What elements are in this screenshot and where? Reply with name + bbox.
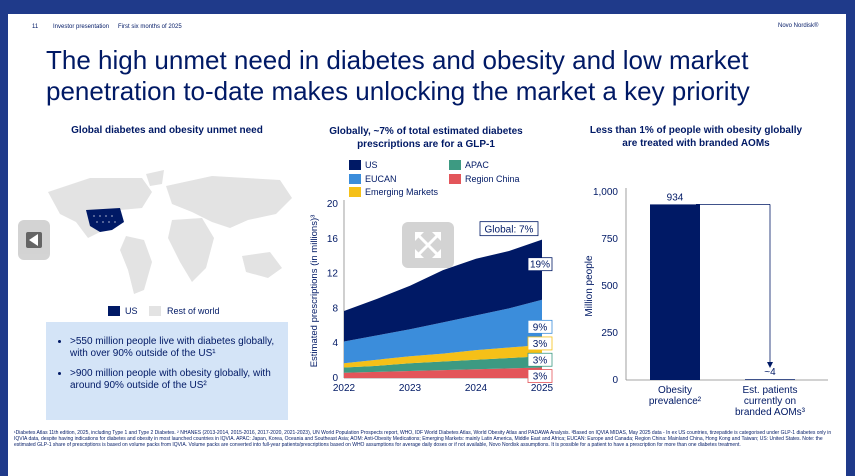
prescriptions-area-chart: 0 4 8 12 16 20 2022 2023 2024 2025 Estimated presc… [309,199,554,394]
slide-title: The high unmet need in diabetes and obes… [46,45,750,106]
area-y-tick-label: 12 [327,269,339,280]
legend-swatch-eucan [349,174,361,184]
left-panel-heading: Global diabetes and obesity unmet need [71,125,263,136]
area-y-tick-label: 8 [332,303,338,314]
period-label: First six months of 2025 [118,24,182,30]
legend-swatch-us-rx [349,160,361,170]
area-x-tick-label: 2025 [531,383,554,394]
footnote: ¹Diabetes Atlas 11th edition, 2025, incl… [14,430,832,449]
bar-y-tick-label: 1,000 [593,187,618,198]
label-emerging-share: 3% [533,339,548,350]
label-eucan-share-box [527,319,553,334]
legend-label-china: Region China [465,174,520,184]
bar-category-label-0: Obesity [658,385,692,396]
bar-0 [650,204,700,380]
area-y-axis-label: Estimated prescriptions (in millions)³ [309,215,320,368]
area-y-tick-label: 0 [332,373,338,384]
legend-swatch-china [449,174,461,184]
brand-label: Novo Nordisk® [778,23,819,29]
area-series-apac [344,356,542,373]
area-x-tick-label: 2024 [465,383,488,394]
bar-category-label-0: prevalence² [649,396,702,407]
label-global-share-box [479,221,539,237]
area-series-us [344,239,542,342]
right-heading-line2: are treated with branded AOMs [622,138,770,149]
bullet-obesity: >900 million people with obesity globall… [70,368,278,392]
area-y-tick-label: 16 [327,234,339,245]
area-series-emerging-markets [344,344,542,368]
fullscreen-button[interactable] [402,222,454,268]
label-eucan-share: 9% [533,322,548,333]
us-shape [86,208,124,232]
bar-y-tick-label: 750 [601,234,618,245]
bar-y-tick-label: 500 [601,281,618,292]
bar-y-tick-label: 250 [601,328,618,339]
label-china-share-box [527,369,553,383]
bar-value-label-1: ~4 [764,367,776,378]
area-y-tick-label: 4 [332,338,338,349]
label-china-share: 3% [533,372,548,383]
legend-swatch-apac [449,160,461,170]
area-series-region-china [344,367,542,378]
legend-label-emerging: Emerging Markets [365,187,439,197]
slide: 11 Investor presentation First six month… [8,14,846,476]
label-emerging-share-box [527,336,553,351]
bar-y-axis-label: Million people [584,255,595,317]
area-x-tick-label: 2023 [399,383,422,394]
legend-label-apac: APAC [465,160,489,170]
area-x-tick-label: 2022 [333,383,356,394]
label-apac-share: 3% [533,355,548,366]
legend-label-eucan: EUCAN [365,174,397,184]
legend-swatch-row [149,306,161,316]
bar-category-label-1: Est. patients [742,385,797,396]
bullets-box: >550 million people live with diabetes g… [46,322,288,420]
right-panel-heading: Less than 1% of people with obesity glob… [562,124,830,150]
label-us-share: 19% [530,260,550,271]
label-us-share-box [527,257,553,272]
world-map [48,170,292,294]
bullet-diabetes: >550 million people live with diabetes g… [70,336,278,360]
previous-slide-button[interactable] [18,220,50,260]
bar-1 [745,379,795,380]
middle-heading-line1: Globally, ~7% of total estimated diabete… [329,126,523,137]
middle-heading-line2: prescriptions are for a GLP-1 [357,139,495,150]
middle-panel-heading: Globally, ~7% of total estimated diabete… [304,125,548,151]
area-y-tick-label: 20 [327,199,339,210]
label-apac-share-box [527,352,553,367]
doc-name: Investor presentation [53,24,110,30]
label-global-share: Global: 7% [485,225,534,236]
chevron-left-icon [26,232,42,248]
legend-swatch-emerging [349,187,361,197]
expand-icon [415,232,441,258]
drop-arrow-head [767,362,773,368]
obesity-bar-chart: 0 250 500 750 1,000 Million people 934 Obesityp… [584,187,828,418]
legend-swatch-us [108,306,120,316]
bar-y-tick-label: 0 [612,375,618,386]
right-heading-line1: Less than 1% of people with obesity glob… [589,125,803,136]
area-series-eucan [344,299,542,364]
bar-category-label-1: branded AOMs³ [735,407,806,418]
bar-category-label-1: currently on [744,396,796,407]
bar-value-label-0: 934 [667,192,684,203]
page-number: 11 [32,24,39,30]
legend-label-us-rx: US [365,160,378,170]
rest-of-world-shape [48,170,292,294]
map-dot-pattern [93,215,116,223]
legend-label-us: US [125,306,138,316]
legend-label-row: Rest of world [167,306,220,316]
